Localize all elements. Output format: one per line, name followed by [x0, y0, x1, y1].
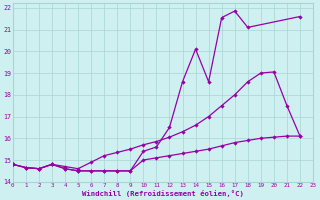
X-axis label: Windchill (Refroidissement éolien,°C): Windchill (Refroidissement éolien,°C)	[82, 190, 244, 197]
